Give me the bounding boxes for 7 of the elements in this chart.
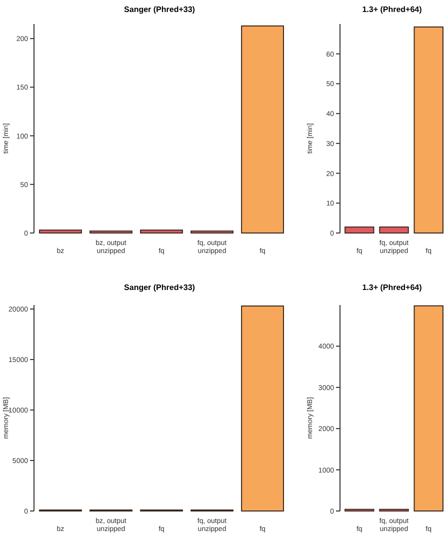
bar	[241, 25, 284, 234]
chart-title: 1.3+ (Phred+64)	[362, 5, 422, 14]
bar	[39, 230, 82, 234]
chart-title: 1.3+ (Phred+64)	[362, 283, 422, 292]
chart-title: Sanger (Phred+33)	[124, 283, 196, 292]
bar	[140, 230, 183, 234]
chart-title: Sanger (Phred+33)	[124, 5, 196, 14]
